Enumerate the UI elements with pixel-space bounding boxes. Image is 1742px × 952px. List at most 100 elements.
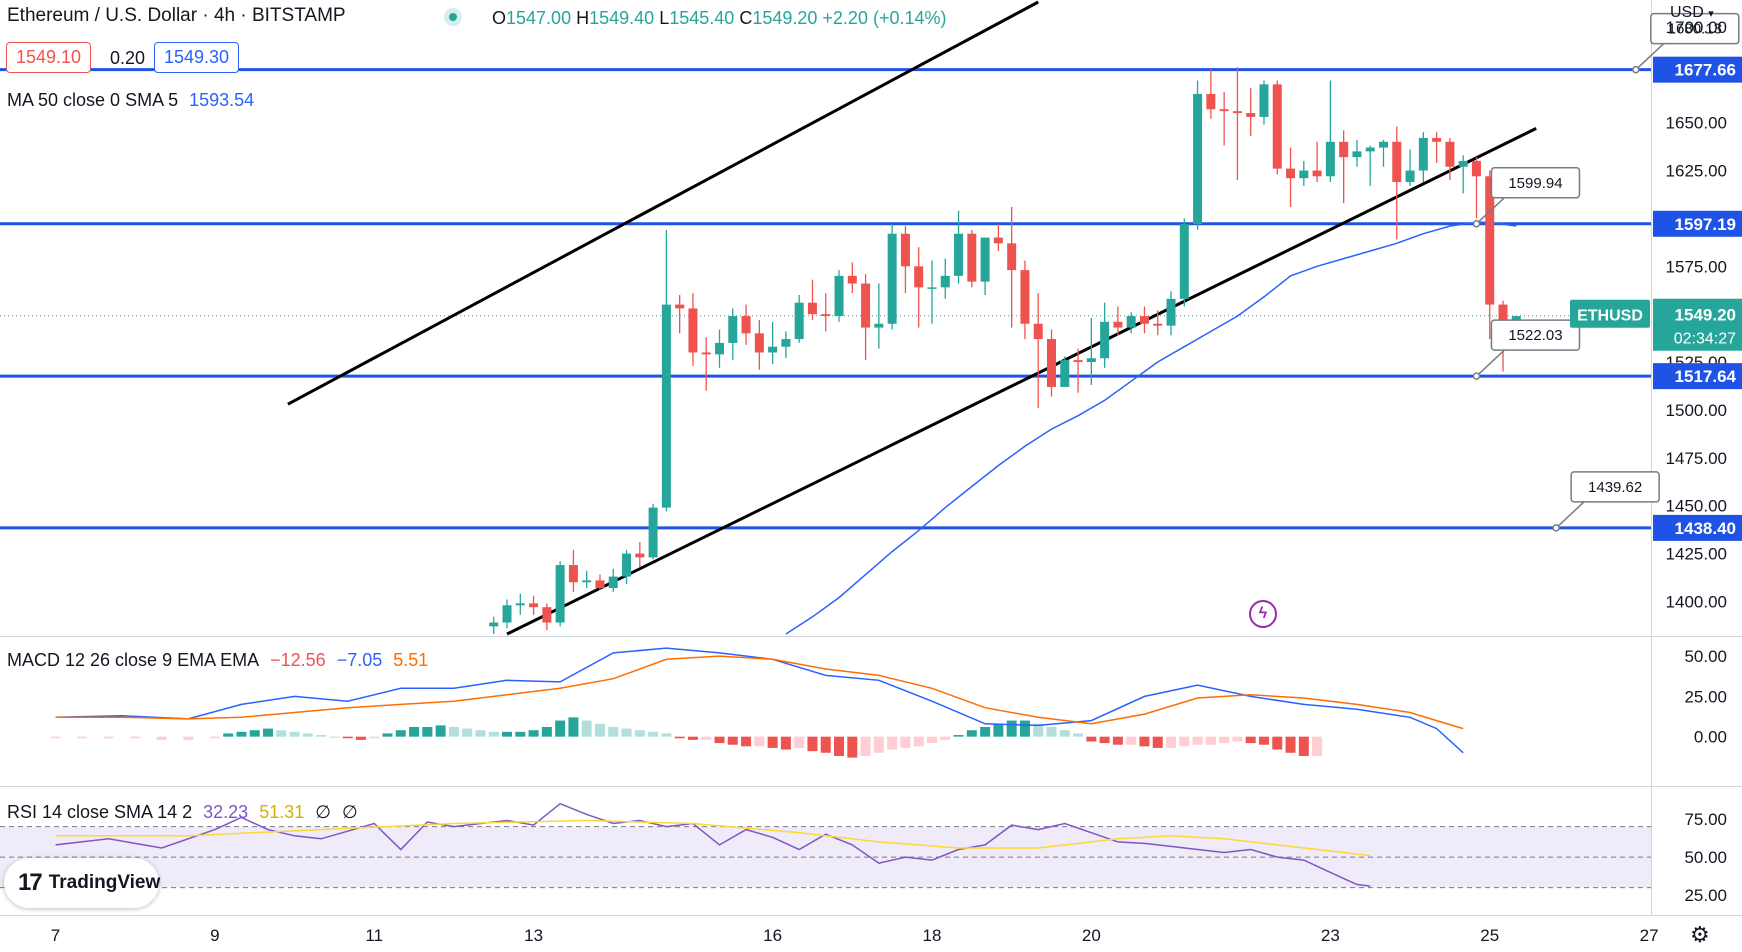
macd-histogram-bar [1258,736,1269,745]
macd-histogram-bar [422,727,433,737]
sell-button[interactable]: 1549.10 [6,42,92,73]
macd-hist-value: −12.56 [270,650,326,670]
price-axis-label: 1450.00 [1666,497,1727,516]
candle-body [781,339,791,347]
candle-body [635,553,645,558]
tradingview-logo[interactable]: 17 TradingView [4,858,160,908]
macd-histogram-bar [834,736,845,756]
macd-histogram-bar [900,736,911,748]
callout-pointer [1475,195,1507,225]
candle-body [715,342,724,355]
candle-body [1432,137,1442,142]
macd-histogram-bar [887,736,898,750]
candle-body [515,603,525,606]
macd-histogram-bar [661,733,672,737]
gear-icon[interactable]: ⚙ [1690,922,1710,947]
macd-histogram-bar [1285,736,1296,753]
high-label: H [576,8,590,28]
macd-histogram-bar [1059,730,1070,737]
macd-histogram-bar [1006,720,1017,737]
macd-histogram-bar [754,736,765,747]
candle-body [1113,321,1123,328]
level-price-label: 1517.64 [1675,367,1737,386]
candle-body [648,507,658,558]
trendline [506,127,1537,636]
symbol-badge-label: ETHUSD [1577,308,1643,325]
macd-histogram-bar [1166,736,1177,748]
candle-body [1379,141,1388,148]
symbol-title[interactable]: Ethereum / U.S. Dollar · 4h · BITSTAMP [7,5,346,26]
candle-body [794,302,804,340]
rsi-line [55,802,1371,887]
macd-histogram-bar [462,728,473,737]
macd-histogram-bar [940,736,951,740]
macd-histogram-bar [594,723,605,737]
macd-histogram-bar [701,736,712,740]
macd-histogram-bar [1019,720,1030,737]
candle-body [622,553,632,577]
macd-histogram-bar [409,727,420,737]
callout-anchor [1632,65,1640,74]
macd-histogram-bar [395,730,406,737]
rsi-indicator-legend[interactable]: RSI 14 close SMA 14 2 32.23 51.31 ∅ ∅ [7,802,364,823]
callout-pointer [1635,41,1667,71]
candle-body [967,233,977,282]
macd-line [55,647,1464,754]
macd-histogram-bar [223,733,234,737]
candle-body [529,603,539,608]
rsi-value: 32.23 [203,802,249,822]
buy-button[interactable]: 1549.30 [154,42,240,73]
callout-box [1650,12,1740,45]
macd-histogram-bar [183,736,194,740]
bar-countdown-label: 02:34:27 [1674,331,1736,348]
candle-body [754,333,764,353]
high-value: 1549.40 [589,8,655,28]
macd-axis-label: 50.00 [1684,647,1727,666]
candle-body [900,233,910,267]
currency-selector[interactable]: USD ▾ [1670,4,1714,22]
macd-histogram-bar [794,736,805,748]
candle-body [1020,270,1030,324]
candle-body [489,622,499,627]
macd-histogram-bar [714,736,725,744]
market-status-icon [444,8,462,26]
change-value: +2.20 (+0.14%) [822,8,947,28]
time-axis-label: 13 [524,926,543,945]
callout-anchor [1472,220,1481,228]
macd-histogram-bar [475,730,486,737]
time-axis-label: 25 [1480,926,1499,945]
callout-anchor [1552,524,1560,532]
macd-histogram-bar [1099,736,1110,744]
open-label: O [492,8,507,28]
callout-label: 1522.03 [1508,327,1562,344]
candle-body [914,266,924,288]
candle-body [1033,323,1043,340]
candle-body [1193,93,1203,225]
callout-pointer [1475,347,1507,377]
macd-histogram-bar [236,731,247,737]
candle-body [1511,316,1521,320]
ma-value: 1593.54 [189,90,255,110]
time-axis-label: 23 [1321,926,1340,945]
lightning-icon[interactable]: ϟ [1249,600,1277,628]
rsi-axis-label: 25.00 [1684,886,1727,905]
ma-indicator-legend[interactable]: MA 50 close 0 SMA 5 1593.54 [7,90,260,111]
macd-histogram-bar [1126,736,1137,745]
price-axis-label: 1425.00 [1666,545,1727,564]
price-axis-label: 1700.00 [1666,18,1727,37]
macd-histogram-bar [1192,736,1203,745]
macd-histogram-bar [302,733,313,737]
macd-axis-label: 0.00 [1694,728,1727,747]
macd-histogram-bar [993,723,1004,737]
macd-indicator-legend[interactable]: MACD 12 26 close 9 EMA EMA −12.56 −7.05 … [7,650,434,671]
macd-histogram-bar [581,720,592,737]
macd-signal-value: 5.51 [393,650,429,670]
rsi-label: RSI 14 close SMA 14 2 [7,802,193,822]
macd-histogram-bar [1033,723,1044,737]
price-axis-label: 1475.00 [1666,449,1727,468]
candle-body [1392,141,1402,183]
macd-histogram-bar [1298,736,1309,756]
close-value: 1549.20 [752,8,818,28]
level-price-label: 1677.66 [1675,61,1736,80]
